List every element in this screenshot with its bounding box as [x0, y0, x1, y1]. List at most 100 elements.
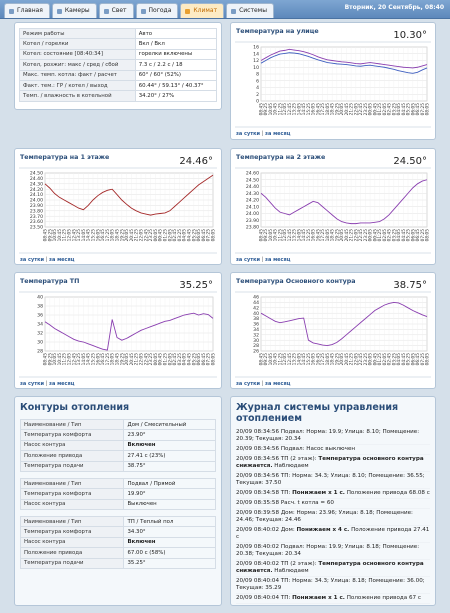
x-tick-label: 16:05	[311, 229, 317, 242]
circuit-label: Температура подачи	[19, 460, 125, 472]
y-tick-label: 23.70	[30, 214, 43, 220]
x-tick-label: 05:25	[191, 353, 197, 366]
chart: Температура на 2 этаже 24.50°23.8023.9024…	[235, 154, 431, 263]
x-tick-label: 15:25	[306, 103, 312, 116]
series-line	[260, 52, 428, 74]
x-tick-label: 09:25	[263, 353, 269, 366]
entry-text: Положение привода 27.41 с	[236, 527, 430, 540]
y-tick-label: 24.40	[246, 184, 259, 190]
x-tick-label: 12:05	[67, 229, 73, 242]
y-tick-label: 24.20	[30, 187, 43, 193]
x-tick-label: 16:45	[315, 229, 321, 242]
x-tick-label: 16:45	[315, 103, 321, 116]
chart-panel: Температура на 1 этаже 24.46° 23.50 23.60 23…	[14, 148, 222, 265]
x-tick-label: 17:25	[320, 229, 326, 242]
tab-icon	[231, 8, 237, 14]
status-value: 34.20° / 27%	[134, 90, 218, 102]
link[interactable]: за сутки	[20, 257, 45, 263]
x-tick-label: 08:05	[211, 229, 217, 242]
y-tick-label: 23.80	[246, 225, 259, 231]
x-tick-label: 08:45	[259, 353, 265, 366]
y-tick-label: 10	[253, 65, 259, 71]
x-tick-label: 12:05	[282, 229, 288, 242]
tab[interactable]: Климат	[180, 3, 225, 18]
tab[interactable]: Камеры	[51, 3, 97, 18]
entry-text: Наблюдаем	[272, 568, 309, 574]
link[interactable]: за месяц	[265, 381, 291, 387]
link[interactable]: за сутки	[236, 381, 261, 387]
x-tick-label: 00:45	[372, 353, 378, 366]
y-tick-label: 24.60	[246, 171, 259, 177]
y-tick-label: 36	[253, 322, 259, 328]
x-tick-label: 16:45	[315, 353, 321, 366]
circuit-row: Температура подачи 35.25°	[19, 557, 216, 569]
circuit-row: Насос контура Включен	[19, 439, 216, 452]
y-tick-label: 12	[253, 58, 259, 64]
link[interactable]: за месяц	[265, 131, 291, 137]
x-tick-label: 20:05	[339, 229, 345, 242]
tab[interactable]: Системы	[226, 3, 274, 18]
y-tick-label: 24.30	[246, 191, 259, 197]
x-tick-label: 02:45	[387, 229, 393, 242]
x-tick-label: 20:05	[124, 353, 130, 366]
entry-text: Подвал: Норма: 19.9; Улица: 8.18; Помеще…	[236, 544, 420, 557]
journal-entries: 20/09 08:34:56 Подвал: Норма: 19.9; Улиц…	[236, 428, 430, 604]
entry-time: 20/09 08:34:56	[236, 456, 280, 462]
x-tick-label: 06:45	[201, 353, 207, 366]
x-tick-label: 09:25	[263, 103, 269, 116]
x-tick-label: 20:45	[344, 103, 350, 116]
journal-entry: 20/09 08:40:04 ТП: Норма: 34.3; Улица: 8…	[236, 577, 430, 594]
x-tick-label: 14:05	[81, 229, 87, 242]
x-tick-label: 04:05	[396, 229, 402, 242]
y-tick-label: 24.00	[30, 198, 43, 204]
tab[interactable]: Главная	[4, 3, 50, 18]
x-tick-label: 02:45	[172, 353, 178, 366]
x-tick-label: 20:45	[344, 353, 350, 366]
x-tick-label: 06:45	[415, 229, 421, 242]
entry-time: 20/09 08:34:56	[236, 429, 280, 435]
link[interactable]: за сутки	[236, 131, 261, 137]
entry-text: Подвал: Норма: 19.9; Улица: 8.10; Помеще…	[236, 429, 420, 442]
x-tick-label: 11:25	[277, 229, 283, 242]
link[interactable]: за месяц	[265, 257, 291, 263]
x-tick-label: 23:25	[363, 353, 369, 366]
x-tick-label: 22:05	[139, 353, 145, 366]
link[interactable]: за месяц	[49, 257, 75, 263]
x-tick-label: 01:25	[377, 103, 383, 116]
y-tick-label: 24.40	[30, 176, 43, 182]
x-tick-label: 23:25	[148, 353, 154, 366]
status-label: Макс. темп. котла: факт / расчет	[19, 69, 136, 81]
x-tick-label: 18:05	[325, 353, 331, 366]
status-label: Режим работы	[19, 27, 136, 40]
tab[interactable]: Свет	[98, 3, 134, 18]
link[interactable]: за месяц	[49, 381, 75, 387]
x-tick-label: 14:45	[86, 353, 92, 366]
x-tick-label: 04:45	[401, 229, 407, 242]
x-tick-label: 17:25	[105, 229, 111, 242]
x-tick-label: 02:45	[387, 103, 393, 116]
journal-entry: 20/09 08:34:56 Подвал: Норма: 19.9; Улиц…	[236, 428, 430, 445]
journal-entry: 20/09 08:34:56 ТП (2 этаж): Температура …	[236, 455, 430, 472]
y-tick-label: 23.90	[30, 203, 43, 209]
x-tick-label: 18:05	[110, 353, 116, 366]
chart-panel: Температура на 2 этаже 24.50° 23.80 23.90 24…	[230, 148, 436, 265]
chart: Температура на 1 этаже 24.46°23.5023.6023…	[19, 154, 217, 263]
x-tick-label: 00:05	[368, 103, 374, 116]
link[interactable]: за сутки	[20, 381, 45, 387]
x-tick-label: 06:45	[415, 353, 421, 366]
status-row: Котел: состояние [08:40:34] горелки включ…	[19, 48, 218, 61]
entry-text: Понижаем х 1 с.	[292, 490, 345, 496]
entry-text: Дом: Норма: 23.96; Улица: 8.18; Помещени…	[236, 510, 413, 523]
circuit-value: 23.90°	[123, 429, 216, 441]
tab[interactable]: Погода	[135, 3, 179, 18]
x-tick-label: 06:45	[201, 229, 207, 242]
current-value: 24.46°	[179, 156, 213, 167]
link[interactable]: за сутки	[236, 257, 261, 263]
x-tick-label: 00:45	[158, 229, 164, 242]
y-tick-label: 44	[253, 300, 259, 306]
status-row: Макс. темп. котла: факт / расчет 60° / 60…	[19, 69, 218, 81]
x-tick-label: 18:45	[115, 229, 121, 242]
tab-icon	[185, 8, 191, 14]
date: Вторник, 20 Сентябрь, 08:40	[344, 4, 444, 11]
